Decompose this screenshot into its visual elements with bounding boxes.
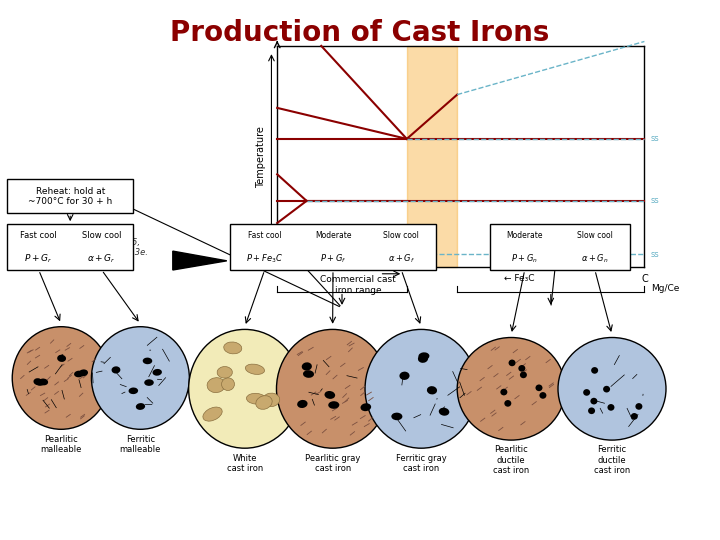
- Ellipse shape: [400, 372, 410, 380]
- Ellipse shape: [224, 342, 242, 354]
- Ellipse shape: [74, 370, 84, 377]
- Ellipse shape: [276, 329, 389, 448]
- Text: Pearlitic
ductile
cast iron: Pearlitic ductile cast iron: [493, 446, 529, 475]
- Text: C: C: [641, 274, 648, 284]
- Ellipse shape: [207, 377, 225, 393]
- Text: $P + G_f$: $P + G_f$: [320, 252, 346, 265]
- Text: Commercial cast
iron range: Commercial cast iron range: [320, 275, 396, 295]
- Text: ss: ss: [650, 249, 659, 259]
- Ellipse shape: [558, 338, 666, 440]
- Ellipse shape: [57, 355, 66, 362]
- Bar: [7, 224, 133, 270]
- Ellipse shape: [365, 329, 477, 448]
- Text: Fast cool: Fast cool: [248, 231, 282, 240]
- Ellipse shape: [361, 403, 371, 411]
- Ellipse shape: [297, 400, 307, 408]
- Text: Reheat: hold at
~700°C for 30 + h: Reheat: hold at ~700°C for 30 + h: [28, 187, 112, 206]
- Ellipse shape: [256, 396, 272, 409]
- Text: Pearlitic gray
cast iron: Pearlitic gray cast iron: [305, 454, 360, 473]
- Ellipse shape: [303, 370, 314, 378]
- Text: $\alpha + G_f$: $\alpha + G_f$: [388, 252, 415, 265]
- Ellipse shape: [536, 384, 542, 391]
- Ellipse shape: [392, 413, 402, 420]
- Text: Adapted from Fig.13.5,
Callister & Rethwisch 3e.: Adapted from Fig.13.5, Callister & Rethw…: [43, 238, 148, 257]
- Ellipse shape: [12, 327, 110, 429]
- Text: Ferritic
malleable: Ferritic malleable: [120, 435, 161, 454]
- Text: ss: ss: [650, 197, 659, 205]
- Ellipse shape: [112, 366, 120, 374]
- Text: Ferritic gray
cast iron: Ferritic gray cast iron: [396, 454, 446, 473]
- Ellipse shape: [457, 338, 565, 440]
- Text: Slow cool: Slow cool: [577, 231, 613, 240]
- Ellipse shape: [635, 403, 642, 410]
- Text: Temperature: Temperature: [256, 126, 266, 187]
- Ellipse shape: [36, 379, 45, 386]
- Ellipse shape: [539, 392, 546, 399]
- Ellipse shape: [217, 367, 233, 378]
- Ellipse shape: [508, 360, 516, 366]
- Text: Production of Cast Irons: Production of Cast Irons: [171, 19, 549, 47]
- Bar: [407, 46, 457, 267]
- Text: $P + G_n$: $P + G_n$: [511, 252, 539, 265]
- Ellipse shape: [246, 364, 264, 374]
- Ellipse shape: [438, 408, 449, 416]
- Ellipse shape: [418, 355, 428, 363]
- Ellipse shape: [590, 398, 598, 404]
- Polygon shape: [173, 251, 227, 270]
- Ellipse shape: [520, 372, 527, 378]
- Ellipse shape: [263, 393, 280, 407]
- Bar: [490, 224, 630, 270]
- Text: Slow cool: Slow cool: [384, 231, 419, 240]
- Text: $\alpha + G_r$: $\alpha + G_r$: [87, 252, 116, 265]
- Ellipse shape: [222, 378, 235, 390]
- Text: Fast cool: Fast cool: [20, 231, 57, 240]
- Ellipse shape: [39, 379, 48, 386]
- Ellipse shape: [608, 404, 614, 411]
- Ellipse shape: [504, 400, 511, 407]
- Ellipse shape: [500, 389, 508, 395]
- Ellipse shape: [189, 329, 301, 448]
- Ellipse shape: [603, 386, 610, 393]
- Ellipse shape: [91, 327, 189, 429]
- Text: Pearlitic
malleable: Pearlitic malleable: [40, 435, 82, 454]
- Ellipse shape: [78, 369, 88, 376]
- Text: ← Fe₃C: ← Fe₃C: [504, 274, 535, 283]
- Ellipse shape: [588, 408, 595, 414]
- Ellipse shape: [153, 369, 162, 376]
- Ellipse shape: [136, 403, 145, 410]
- Ellipse shape: [518, 365, 526, 372]
- Ellipse shape: [591, 367, 598, 374]
- Ellipse shape: [631, 413, 638, 420]
- Ellipse shape: [129, 388, 138, 394]
- Ellipse shape: [203, 407, 222, 421]
- Text: $P + G_r$: $P + G_r$: [24, 252, 53, 265]
- Ellipse shape: [144, 379, 154, 386]
- Text: Moderate: Moderate: [506, 231, 543, 240]
- Ellipse shape: [246, 393, 266, 404]
- Ellipse shape: [583, 389, 590, 396]
- Ellipse shape: [325, 391, 335, 399]
- Ellipse shape: [418, 352, 429, 360]
- Ellipse shape: [302, 362, 312, 370]
- Ellipse shape: [427, 386, 437, 394]
- Bar: [230, 224, 436, 270]
- Ellipse shape: [143, 357, 152, 364]
- Text: Moderate: Moderate: [315, 231, 351, 240]
- Text: Mg/Ce: Mg/Ce: [652, 285, 680, 293]
- Text: ss: ss: [650, 134, 659, 144]
- Bar: [7, 179, 133, 213]
- Ellipse shape: [33, 378, 42, 385]
- Text: $P + Fe_3C$: $P + Fe_3C$: [246, 252, 283, 265]
- Text: White
cast iron: White cast iron: [227, 454, 263, 473]
- Text: $\alpha + G_n$: $\alpha + G_n$: [581, 252, 608, 265]
- Text: Slow cool: Slow cool: [82, 231, 122, 240]
- Ellipse shape: [328, 401, 339, 409]
- Text: Ferritic
ductile
cast iron: Ferritic ductile cast iron: [594, 446, 630, 475]
